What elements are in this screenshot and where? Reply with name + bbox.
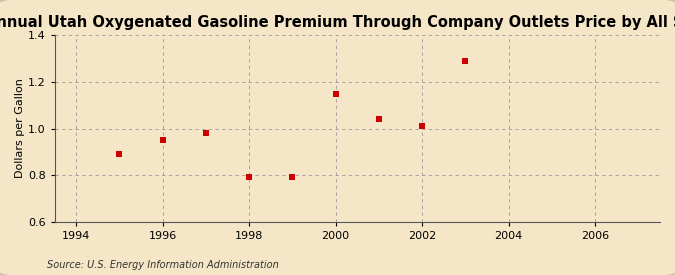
Y-axis label: Dollars per Gallon: Dollars per Gallon — [15, 79, 25, 178]
Text: Source: U.S. Energy Information Administration: Source: U.S. Energy Information Administ… — [47, 260, 279, 270]
Point — [373, 117, 384, 121]
Point — [287, 175, 298, 180]
Point — [244, 175, 254, 180]
Title: Annual Utah Oxygenated Gasoline Premium Through Company Outlets Price by All Sel: Annual Utah Oxygenated Gasoline Premium … — [0, 15, 675, 30]
Point — [460, 59, 470, 63]
Point — [157, 138, 168, 142]
Point — [330, 91, 341, 96]
Point — [200, 131, 211, 135]
Point — [114, 152, 125, 156]
Point — [416, 124, 427, 128]
